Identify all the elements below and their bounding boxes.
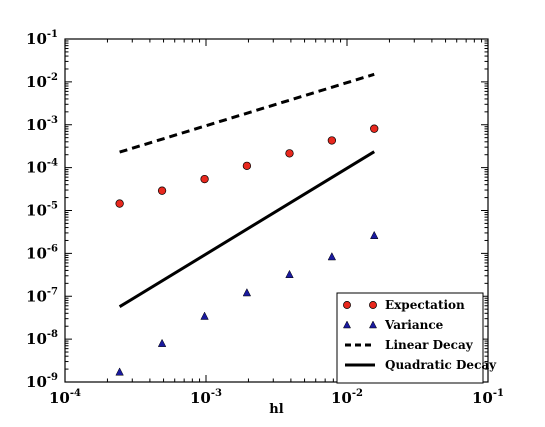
x-axis-title: hl xyxy=(269,402,283,417)
legend-quadratic-decay-label: Quadratic Decay xyxy=(385,358,497,372)
plot-marks xyxy=(115,72,379,376)
y-tick-label-exponent: -9 xyxy=(47,372,58,383)
expectation-point xyxy=(200,174,209,184)
expectation-point xyxy=(157,186,167,195)
expectation-point xyxy=(370,124,379,133)
expectation-point xyxy=(285,149,294,158)
variance-point xyxy=(370,230,379,239)
y-tick-label-base: 10 xyxy=(26,244,47,262)
expectation-point xyxy=(327,136,337,145)
y-tick-label-base: 10 xyxy=(26,73,47,91)
x-tick-label-exponent: -1 xyxy=(493,388,504,399)
legend-variance-swatch xyxy=(342,320,352,329)
x-tick-label-exponent: -2 xyxy=(352,388,363,399)
y-tick-label-exponent: -1 xyxy=(47,29,58,40)
x-tick-label: 10-4 xyxy=(49,388,81,407)
y-tick-label-base: 10 xyxy=(26,116,47,134)
x-tick-label-exponent: -4 xyxy=(70,388,81,399)
legend-variance-label: Variance xyxy=(384,318,444,332)
y-tick-label-exponent: -7 xyxy=(47,286,58,297)
expectation-point xyxy=(115,199,124,208)
x-tick-label-exponent: -3 xyxy=(211,388,222,399)
quadratic-decay-line xyxy=(118,150,376,308)
x-tick-label-base: 10 xyxy=(472,389,493,407)
x-tick-label-base: 10 xyxy=(49,389,70,407)
x-tick-label: 10-1 xyxy=(472,388,504,407)
legend-expectation-label: Expectation xyxy=(385,298,465,312)
expectation-point xyxy=(242,161,252,171)
legend-box xyxy=(336,292,484,384)
x-tick-label-base: 10 xyxy=(331,389,352,407)
variance-point xyxy=(285,269,294,278)
x-tick-label: 10-3 xyxy=(190,388,222,407)
variance-point xyxy=(200,311,209,320)
y-tick-label-exponent: -8 xyxy=(47,329,58,340)
legend-variance-swatch xyxy=(368,320,378,329)
y-tick-label-base: 10 xyxy=(26,159,47,177)
y-tick-label: 10-9 xyxy=(26,372,58,391)
linear-decay-line xyxy=(119,72,375,154)
y-tick-label: 10-3 xyxy=(26,115,58,134)
y-tick-label-exponent: -5 xyxy=(47,201,58,212)
y-tick-label: 10-5 xyxy=(26,201,58,220)
y-tick-label-base: 10 xyxy=(26,30,47,48)
legend: Expectation Variance Linear Decay Quadratic… xyxy=(336,292,497,384)
legend-expectation-swatch xyxy=(369,301,377,309)
y-tick-label-base: 10 xyxy=(26,373,47,391)
y-tick-label-base: 10 xyxy=(26,330,47,348)
legend-expectation-swatch xyxy=(343,301,351,309)
y-tick-label: 10-7 xyxy=(26,286,58,305)
axis-tick-labels: 10-4 10-3 10-2 10-110-910-810-710-610-510-4… xyxy=(26,29,504,407)
variance-point xyxy=(157,338,167,347)
y-tick-label: 10-6 xyxy=(26,243,58,262)
y-tick-label: 10-2 xyxy=(26,72,58,91)
x-tick-label-base: 10 xyxy=(190,389,211,407)
y-tick-label: 10-1 xyxy=(26,29,58,48)
y-tick-label-exponent: -4 xyxy=(47,158,58,169)
y-tick-label-exponent: -3 xyxy=(47,115,58,126)
variance-point xyxy=(327,252,337,261)
y-tick-label: 10-8 xyxy=(26,329,58,348)
variance-point xyxy=(242,288,252,297)
legend-linear-decay-label: Linear Decay xyxy=(385,338,474,352)
x-tick-label: 10-2 xyxy=(331,388,363,407)
y-tick-label-exponent: -2 xyxy=(47,72,58,83)
y-tick-label-exponent: -6 xyxy=(47,243,58,254)
y-tick-label-base: 10 xyxy=(26,287,47,305)
y-tick-label-base: 10 xyxy=(26,202,47,220)
variance-point xyxy=(115,367,124,376)
y-tick-label: 10-4 xyxy=(26,158,58,177)
